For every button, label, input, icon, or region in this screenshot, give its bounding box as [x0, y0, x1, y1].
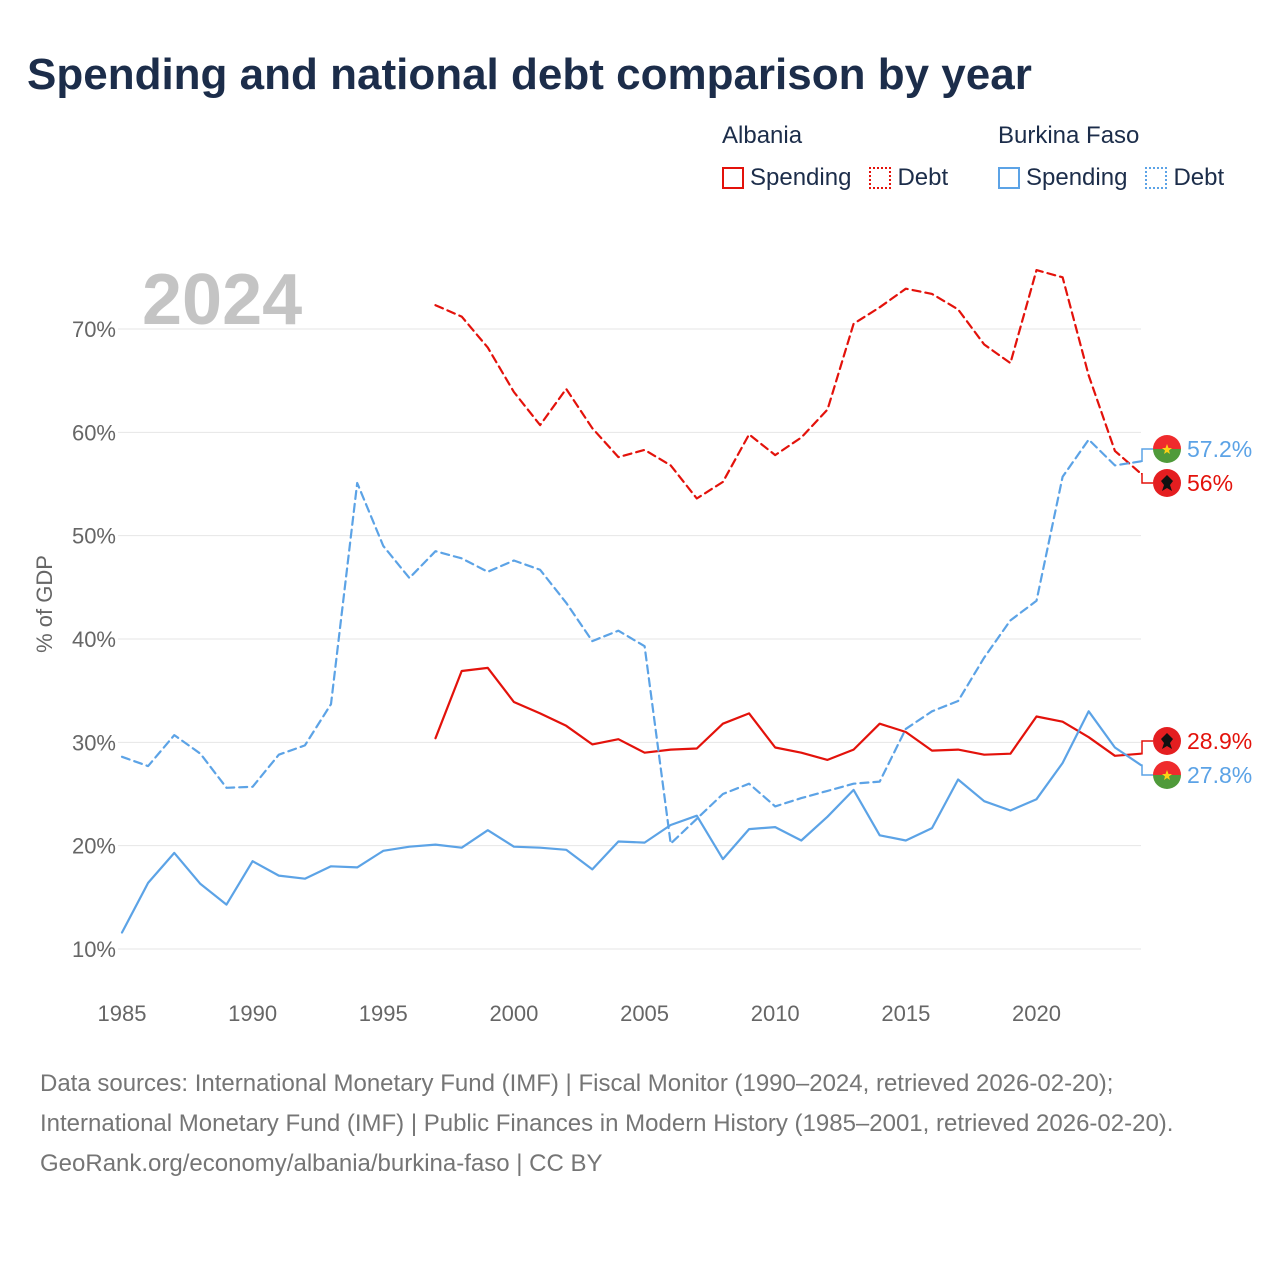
- flag-green-band: [1153, 775, 1181, 789]
- legend-swatch-dotted: [869, 167, 892, 189]
- end-labels: 56% 28.9% 57.2% 27.8%: [1141, 435, 1252, 789]
- end-label-connector: [1141, 448, 1153, 463]
- x-tick-label: 2015: [881, 1001, 930, 1026]
- y-tick-label: 60%: [72, 420, 116, 445]
- y-tick-label: 40%: [72, 627, 116, 652]
- x-tick-label: 2000: [489, 1001, 538, 1026]
- y-tick-label: 50%: [72, 524, 116, 549]
- series-line-burkina-faso-spending[interactable]: [120, 710, 1143, 934]
- y-axis-label: % of GDP: [32, 555, 57, 653]
- end-label-connector: [1141, 472, 1153, 484]
- series-line-albania-spending[interactable]: [434, 666, 1143, 762]
- series-lines: [120, 269, 1143, 934]
- legend-swatch-solid: [722, 167, 744, 189]
- burkina-faso-flag-badge: [1153, 761, 1181, 789]
- gridlines: [118, 328, 1141, 950]
- data-sources: Data sources: International Monetary Fun…: [40, 1064, 1240, 1184]
- legend-group-burkina-faso: Burkina Faso Spending Debt: [998, 122, 1224, 192]
- legend-label: Debt: [897, 164, 949, 191]
- burkina-faso-flag-badge: [1153, 435, 1181, 463]
- legend-country-burkina-faso: Burkina Faso: [998, 122, 1140, 149]
- sources-text: Data sources: International Monetary Fun…: [40, 1070, 1174, 1137]
- legend-country-albania: Albania: [722, 122, 803, 149]
- end-value-label: 27.8%: [1187, 762, 1252, 788]
- end-value-label: 56%: [1187, 470, 1233, 496]
- legend-albania-debt[interactable]: Debt: [869, 164, 948, 192]
- flag-green-band: [1153, 449, 1181, 463]
- end-label-connector: [1141, 764, 1153, 776]
- star-icon: [1162, 444, 1172, 454]
- x-tick-label: 2020: [1012, 1001, 1061, 1026]
- x-tick-label: 1985: [98, 1001, 147, 1026]
- albania-flag-badge: [1153, 727, 1181, 755]
- legend-label: Debt: [1173, 164, 1225, 191]
- x-tick-label: 2010: [751, 1001, 800, 1026]
- legend-group-albania: Albania Spending Debt: [722, 122, 948, 192]
- series-line-burkina-faso-debt[interactable]: [120, 438, 1143, 845]
- legend-swatch-dotted: [1145, 167, 1168, 189]
- legend-swatch-solid: [998, 167, 1020, 189]
- x-axis-ticks: 1985 1990 1995 2000 2005 2010 2015 2020: [98, 1001, 1061, 1026]
- y-tick-label: 20%: [72, 834, 116, 859]
- albania-flag-badge: [1153, 469, 1181, 497]
- chart-title: Spending and national debt comparison by…: [27, 50, 1032, 99]
- eagle-icon: [1161, 733, 1173, 749]
- legend-albania-spending[interactable]: Spending: [722, 164, 851, 192]
- sources-attribution[interactable]: GeoRank.org/economy/albania/burkina-faso…: [40, 1150, 603, 1177]
- series-line-albania-debt[interactable]: [434, 269, 1143, 500]
- legend-label: Spending: [750, 164, 852, 191]
- x-tick-label: 1990: [228, 1001, 277, 1026]
- legend-label: Spending: [1026, 164, 1128, 191]
- end-value-label: 28.9%: [1187, 728, 1252, 754]
- y-tick-label: 10%: [72, 937, 116, 962]
- flag-red-band: [1153, 761, 1181, 775]
- x-tick-label: 1995: [359, 1001, 408, 1026]
- end-value-label: 57.2%: [1187, 436, 1252, 462]
- flag-red-band: [1153, 435, 1181, 449]
- x-tick-label: 2005: [620, 1001, 669, 1026]
- legend-burkina-debt[interactable]: Debt: [1145, 164, 1224, 192]
- end-label-connector: [1141, 740, 1153, 755]
- eagle-icon: [1161, 475, 1173, 491]
- star-icon: [1162, 770, 1172, 780]
- legend-burkina-spending[interactable]: Spending: [998, 164, 1127, 192]
- year-watermark: 2024: [142, 260, 302, 340]
- y-tick-label: 70%: [72, 317, 116, 342]
- y-tick-label: 30%: [72, 730, 116, 755]
- y-axis-ticks: 10% 20% 30% 40% 50% 60% 70%: [72, 317, 116, 962]
